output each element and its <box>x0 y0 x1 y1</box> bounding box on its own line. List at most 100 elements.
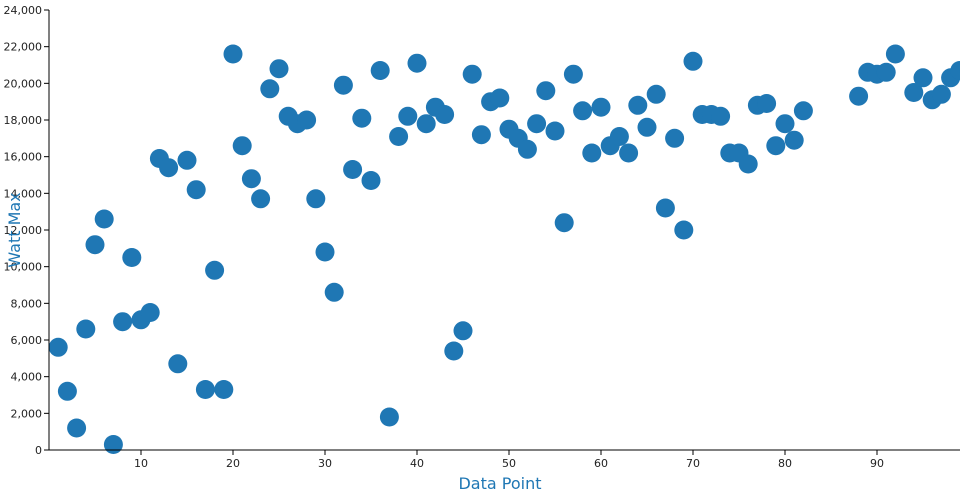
x-tick-label: 20 <box>226 457 240 470</box>
data-point <box>214 380 234 399</box>
data-point <box>931 84 951 104</box>
data-point <box>85 235 105 255</box>
y-tick-label: 24,000 <box>4 4 43 17</box>
y-tick-label: 6,000 <box>11 334 43 347</box>
data-point <box>177 150 197 170</box>
data-point <box>416 114 436 134</box>
x-tick-label: 80 <box>778 457 792 470</box>
x-tick-label: 90 <box>870 457 884 470</box>
data-point <box>775 114 795 134</box>
data-point <box>76 319 96 339</box>
data-point <box>563 64 583 84</box>
x-axis-title: Data Point <box>458 474 541 493</box>
y-tick-label: 14,000 <box>4 187 43 200</box>
data-point <box>389 127 409 146</box>
data-point <box>876 62 896 82</box>
data-point <box>665 128 685 148</box>
data-point <box>361 171 381 190</box>
y-tick-label: 10,000 <box>4 261 43 274</box>
data-point <box>711 106 731 126</box>
data-point <box>140 303 160 322</box>
data-point <box>407 53 427 73</box>
y-tick-label: 16,000 <box>4 151 43 164</box>
data-point <box>297 110 317 130</box>
data-point <box>195 380 215 399</box>
data-point <box>591 97 611 117</box>
y-tick-label: 12,000 <box>4 224 43 237</box>
data-point <box>950 61 960 80</box>
data-point <box>655 198 675 218</box>
data-point <box>536 81 556 101</box>
data-point <box>398 106 418 126</box>
data-point <box>619 143 639 163</box>
x-tick-label: 70 <box>686 457 700 470</box>
data-point <box>379 407 399 427</box>
data-point <box>527 114 547 134</box>
data-point <box>674 220 694 240</box>
data-point <box>67 418 87 438</box>
data-point <box>324 282 344 302</box>
data-point <box>94 209 114 229</box>
data-point <box>352 108 372 128</box>
data-point <box>57 381 77 401</box>
data-point <box>168 354 188 374</box>
data-point <box>885 44 905 64</box>
data-point <box>573 101 593 121</box>
data-point <box>517 139 537 159</box>
data-point <box>646 84 666 104</box>
data-point <box>113 312 133 332</box>
data-point <box>315 242 335 262</box>
data-point <box>103 435 123 454</box>
data-point <box>241 169 261 189</box>
data-point <box>453 321 473 341</box>
data-point <box>628 95 648 115</box>
data-point <box>223 44 243 64</box>
data-point <box>333 75 353 95</box>
data-point <box>269 59 289 79</box>
data-point <box>784 130 804 150</box>
y-tick-label: 2,000 <box>11 407 43 420</box>
y-tick-label: 8,000 <box>11 297 43 310</box>
data-point <box>462 64 482 84</box>
data-point <box>637 117 657 137</box>
data-point <box>738 154 758 174</box>
data-point <box>48 337 68 357</box>
x-tick-label: 30 <box>318 457 332 470</box>
x-tick-label: 10 <box>134 457 148 470</box>
data-point <box>260 79 280 99</box>
x-tick-label: 60 <box>594 457 608 470</box>
data-point <box>205 260 225 280</box>
data-point <box>757 94 777 113</box>
data-point <box>609 127 629 146</box>
data-point <box>435 105 455 124</box>
data-point <box>683 51 703 71</box>
data-point <box>793 101 813 121</box>
data-point <box>343 160 363 179</box>
data-point <box>849 86 869 106</box>
y-tick-label: 18,000 <box>4 114 43 127</box>
data-point <box>370 61 390 80</box>
y-tick-label: 20,000 <box>4 77 43 90</box>
x-ticks: 10 20 30 40 50 60 70 80 90 <box>134 450 884 470</box>
data-point <box>766 136 786 156</box>
data-point <box>232 136 252 156</box>
y-tick-label: 22,000 <box>4 41 43 54</box>
y-axis-title: Watt Max <box>5 192 24 267</box>
data-point <box>186 180 206 200</box>
data-point <box>904 83 924 102</box>
data-point <box>471 125 491 145</box>
data-point <box>582 143 602 163</box>
points-layer <box>48 44 960 454</box>
y-tick-label: 0 <box>35 444 42 457</box>
data-point <box>913 68 933 88</box>
x-tick-label: 40 <box>410 457 424 470</box>
data-point <box>444 341 464 361</box>
x-tick-label: 50 <box>502 457 516 470</box>
y-ticks: 0 2,000 4,000 6,000 8,000 10,000 12,000 14,000 1… <box>4 4 49 457</box>
y-tick-label: 4,000 <box>11 371 43 384</box>
data-point <box>251 189 271 209</box>
data-point <box>554 213 574 233</box>
data-point <box>122 248 142 267</box>
data-point <box>159 158 179 178</box>
